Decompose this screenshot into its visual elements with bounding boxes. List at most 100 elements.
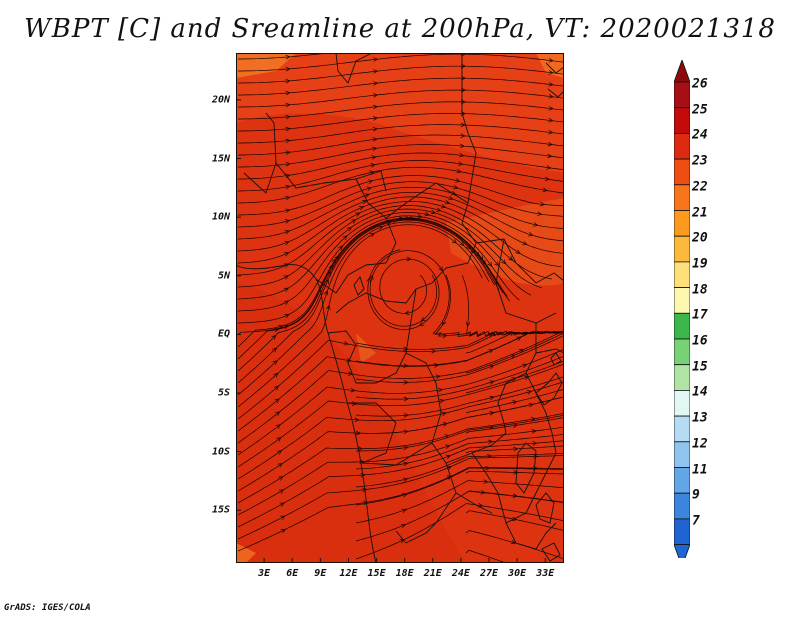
lat-tick-label: 10S [211,446,230,458]
grads-credit: GrADS: IGES/COLA [4,603,91,613]
colorbar-level-label: 16 [692,333,708,349]
streamline [237,466,564,552]
streamline-arrow [342,235,348,241]
streamline-arrow [489,395,495,401]
lon-tick-label: 18E [395,568,414,579]
streamline [355,355,564,400]
streamline-arrow [459,143,465,149]
streamline-arrow [406,256,412,262]
streamline-arrow [351,219,357,224]
streamline-arrow [378,225,384,231]
streamline-arrow [399,539,405,544]
colorbar-level-label: 11 [692,462,708,477]
streamline-arrow [278,476,284,481]
streamline-arrow [440,204,447,209]
streamline-arrow [485,465,491,471]
streamline-arrow [274,398,280,404]
streamline-arrow [285,102,291,108]
streamline-arrow [444,434,450,439]
streamline-arrow [512,493,518,498]
streamline [238,53,331,60]
streamline-arrow [368,179,374,184]
streamline-arrow [446,475,453,480]
streamline [238,77,564,96]
colorbar-swatch [674,518,690,545]
streamline [237,412,564,504]
streamline-arrow [546,165,552,170]
streamline-arrow [362,487,368,493]
streamline-arrow [530,417,536,422]
streamline-arrow [403,363,409,369]
streamline-arrow [512,423,519,428]
streamline [237,221,490,396]
lon-tick-label: 3E [258,568,271,579]
colorbar-swatch [674,492,690,520]
streamline [237,440,564,528]
streamline-arrow [285,66,291,72]
streamline-arrow [283,275,289,280]
streamline [237,332,564,444]
streamline-arrow [510,354,516,359]
colorbar-level-label: 14 [692,384,708,400]
streamline-arrow [274,327,280,333]
colorbar-level-label: 12 [692,436,708,452]
streamline-arrow [285,184,291,190]
streamline-arrow [372,126,378,132]
colorbar-swatch [674,467,690,494]
streamline-arrow [358,446,363,451]
streamline [237,175,564,216]
streamline-arrow [439,398,445,404]
lon-tick-label: 24E [451,568,470,579]
streamline [237,208,543,300]
streamline-arrow [343,341,349,346]
streamline-arrow [453,184,459,190]
streamline [237,212,532,312]
streamline-arrow [284,252,290,257]
streamline-arrow [488,425,494,430]
streamline-arrow [285,195,291,201]
streamline-arrow [403,461,409,467]
streamline [238,134,564,156]
streamline-arrow [284,219,291,224]
map-title: WBPT [C] and Sreamline at 200hPa, VT: 20… [24,14,776,44]
streamline-arrow [465,244,471,250]
streamline [465,332,564,374]
streamline [238,65,564,84]
streamline [237,348,564,456]
streamline [355,334,564,383]
streamline [237,217,508,348]
streamline-arrow [403,429,409,434]
colorbar-level-label: 9 [692,487,700,503]
streamline-arrow [284,314,290,319]
colorbar-level-label: 23 [692,153,708,169]
streamline-arrow [366,186,372,191]
streamline-arrow [455,178,461,183]
streamline-arrow [459,241,465,247]
streamline-arrow [460,75,467,81]
lat-tick-label: 15N [211,153,230,165]
streamline-arrow [542,187,548,193]
colorbar-level-label: 25 [692,102,708,118]
streamline-arrow [501,259,507,265]
streamline-arrow [533,454,539,459]
streamline [237,219,495,384]
streamline-arrow [280,529,287,534]
streamline [237,166,564,204]
africa-map [236,53,564,563]
streamline [465,445,564,454]
streamline-arrow [401,508,407,513]
streamline-arrow [338,245,344,251]
streamline [238,101,564,120]
streamline-arrow [372,146,378,152]
streamline-arrow [404,310,410,316]
colorbar-level-label: 19 [692,256,708,272]
streamline-arrow [458,161,464,166]
streamline-arrow [273,385,279,391]
streamline [465,549,507,563]
streamline-arrow [483,479,489,484]
streamline-arrow [513,470,519,475]
colorbar [674,60,690,558]
colorbar-swatch [674,261,690,288]
streamline-arrow [459,152,465,158]
streamline-arrow [487,453,493,459]
